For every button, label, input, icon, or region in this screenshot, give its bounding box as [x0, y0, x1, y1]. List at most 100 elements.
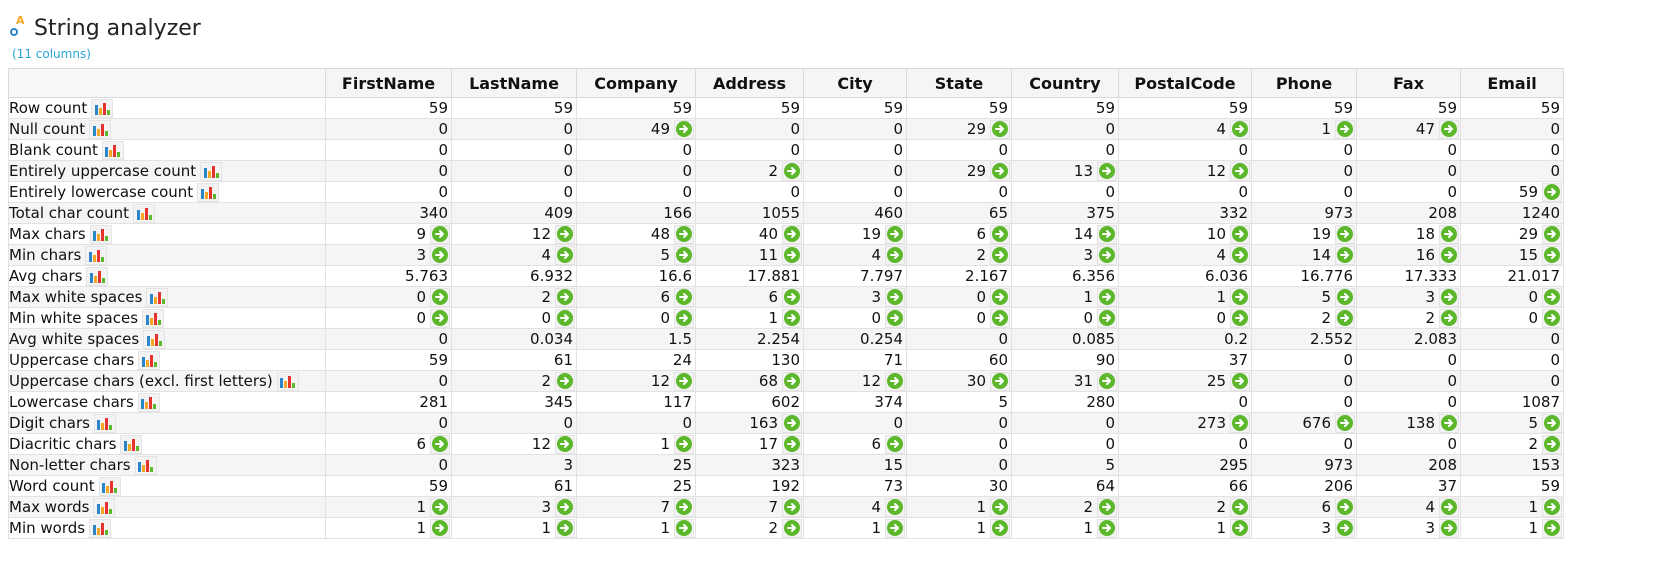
drilldown-arrow-button[interactable] [430, 308, 450, 328]
drilldown-arrow-button[interactable] [674, 245, 694, 265]
drilldown-arrow-button[interactable] [1230, 308, 1250, 328]
bar-chart-icon[interactable] [85, 245, 108, 265]
bar-chart-icon[interactable] [137, 392, 160, 412]
drilldown-arrow-button[interactable] [555, 518, 575, 538]
drilldown-arrow-button[interactable] [782, 434, 802, 454]
bar-chart-icon[interactable] [143, 329, 166, 349]
drilldown-arrow-button[interactable] [674, 287, 694, 307]
drilldown-arrow-button[interactable] [1335, 518, 1355, 538]
drilldown-arrow-button[interactable] [1439, 497, 1459, 517]
drilldown-arrow-button[interactable] [1230, 497, 1250, 517]
bar-chart-icon[interactable] [134, 455, 157, 475]
drilldown-arrow-button[interactable] [555, 434, 575, 454]
drilldown-arrow-button[interactable] [555, 287, 575, 307]
drilldown-arrow-button[interactable] [782, 518, 802, 538]
columns-count-link[interactable]: (11 columns) [12, 47, 91, 61]
drilldown-arrow-button[interactable] [1542, 308, 1562, 328]
drilldown-arrow-button[interactable] [1542, 434, 1562, 454]
drilldown-arrow-button[interactable] [885, 287, 905, 307]
bar-chart-icon[interactable] [146, 287, 169, 307]
drilldown-arrow-button[interactable] [555, 245, 575, 265]
drilldown-arrow-button[interactable] [782, 413, 802, 433]
drilldown-arrow-button[interactable] [1230, 413, 1250, 433]
drilldown-arrow-button[interactable] [674, 119, 694, 139]
bar-chart-icon[interactable] [91, 98, 114, 118]
drilldown-arrow-button[interactable] [674, 434, 694, 454]
drilldown-arrow-button[interactable] [1230, 224, 1250, 244]
bar-chart-icon[interactable] [133, 203, 155, 223]
bar-chart-icon[interactable] [142, 308, 165, 328]
drilldown-arrow-button[interactable] [1439, 518, 1459, 538]
drilldown-arrow-button[interactable] [990, 308, 1010, 328]
drilldown-arrow-button[interactable] [782, 308, 802, 328]
drilldown-arrow-button[interactable] [1542, 518, 1562, 538]
drilldown-arrow-button[interactable] [1335, 224, 1355, 244]
drilldown-arrow-button[interactable] [885, 245, 905, 265]
bar-chart-icon[interactable] [89, 224, 112, 244]
drilldown-arrow-button[interactable] [430, 434, 450, 454]
drilldown-arrow-button[interactable] [782, 497, 802, 517]
drilldown-arrow-button[interactable] [1335, 245, 1355, 265]
drilldown-arrow-button[interactable] [1439, 413, 1459, 433]
drilldown-arrow-button[interactable] [1439, 245, 1459, 265]
drilldown-arrow-button[interactable] [430, 518, 450, 538]
drilldown-arrow-button[interactable] [1335, 119, 1355, 139]
drilldown-arrow-button[interactable] [1097, 287, 1117, 307]
drilldown-arrow-button[interactable] [885, 371, 905, 391]
drilldown-arrow-button[interactable] [1335, 287, 1355, 307]
drilldown-arrow-button[interactable] [990, 161, 1010, 181]
drilldown-arrow-button[interactable] [1230, 161, 1250, 181]
drilldown-arrow-button[interactable] [674, 497, 694, 517]
bar-chart-icon[interactable] [89, 518, 112, 538]
drilldown-arrow-button[interactable] [1542, 224, 1562, 244]
drilldown-arrow-button[interactable] [1097, 224, 1117, 244]
drilldown-arrow-button[interactable] [990, 497, 1010, 517]
drilldown-arrow-button[interactable] [1542, 497, 1562, 517]
drilldown-arrow-button[interactable] [430, 287, 450, 307]
drilldown-arrow-button[interactable] [990, 371, 1010, 391]
drilldown-arrow-button[interactable] [1230, 518, 1250, 538]
drilldown-arrow-button[interactable] [1335, 308, 1355, 328]
drilldown-arrow-button[interactable] [674, 308, 694, 328]
drilldown-arrow-button[interactable] [1542, 287, 1562, 307]
drilldown-arrow-button[interactable] [674, 371, 694, 391]
drilldown-arrow-button[interactable] [1335, 497, 1355, 517]
drilldown-arrow-button[interactable] [782, 224, 802, 244]
drilldown-arrow-button[interactable] [1542, 182, 1562, 202]
drilldown-arrow-button[interactable] [990, 518, 1010, 538]
bar-chart-icon[interactable] [120, 434, 143, 454]
drilldown-arrow-button[interactable] [990, 224, 1010, 244]
drilldown-arrow-button[interactable] [1230, 245, 1250, 265]
drilldown-arrow-button[interactable] [885, 497, 905, 517]
drilldown-arrow-button[interactable] [885, 518, 905, 538]
bar-chart-icon[interactable] [276, 371, 299, 391]
drilldown-arrow-button[interactable] [555, 497, 575, 517]
drilldown-arrow-button[interactable] [782, 161, 802, 181]
bar-chart-icon[interactable] [98, 476, 121, 496]
drilldown-arrow-button[interactable] [990, 119, 1010, 139]
drilldown-arrow-button[interactable] [990, 245, 1010, 265]
bar-chart-icon[interactable] [101, 140, 124, 160]
drilldown-arrow-button[interactable] [1542, 413, 1562, 433]
bar-chart-icon[interactable] [93, 497, 116, 517]
drilldown-arrow-button[interactable] [430, 224, 450, 244]
drilldown-arrow-button[interactable] [674, 518, 694, 538]
drilldown-arrow-button[interactable] [674, 224, 694, 244]
drilldown-arrow-button[interactable] [885, 224, 905, 244]
drilldown-arrow-button[interactable] [1097, 245, 1117, 265]
drilldown-arrow-button[interactable] [1097, 497, 1117, 517]
drilldown-arrow-button[interactable] [1097, 308, 1117, 328]
bar-chart-icon[interactable] [93, 413, 116, 433]
bar-chart-icon[interactable] [200, 161, 223, 181]
drilldown-arrow-button[interactable] [782, 245, 802, 265]
drilldown-arrow-button[interactable] [990, 287, 1010, 307]
drilldown-arrow-button[interactable] [555, 224, 575, 244]
drilldown-arrow-button[interactable] [1097, 161, 1117, 181]
drilldown-arrow-button[interactable] [1097, 371, 1117, 391]
drilldown-arrow-button[interactable] [555, 371, 575, 391]
drilldown-arrow-button[interactable] [1439, 287, 1459, 307]
drilldown-arrow-button[interactable] [1230, 287, 1250, 307]
drilldown-arrow-button[interactable] [1230, 371, 1250, 391]
drilldown-arrow-button[interactable] [1335, 413, 1355, 433]
drilldown-arrow-button[interactable] [782, 371, 802, 391]
